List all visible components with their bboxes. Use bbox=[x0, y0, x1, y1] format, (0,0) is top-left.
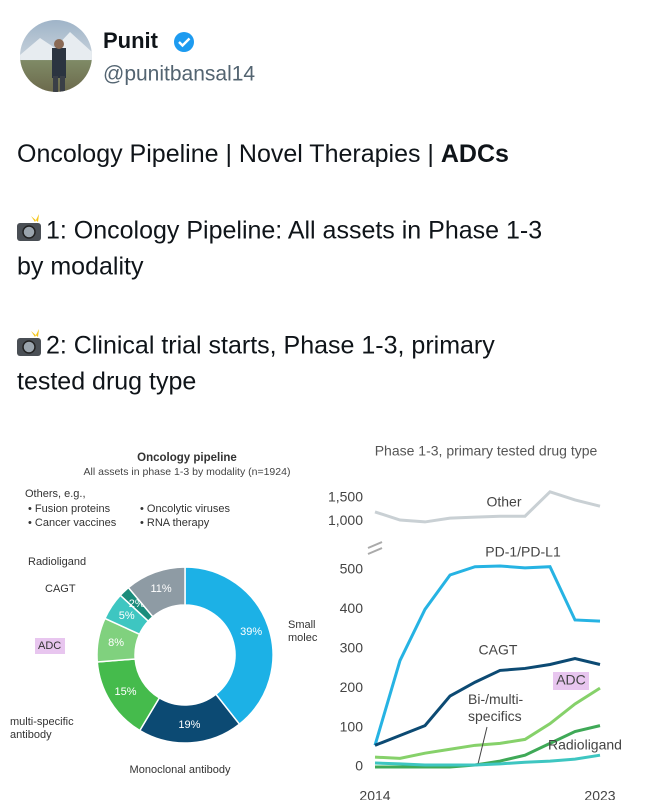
note-item: • RNA therapy bbox=[140, 517, 210, 529]
note-item: • Fusion proteins bbox=[28, 503, 111, 515]
category-label: Radioligand bbox=[28, 556, 86, 568]
camera-emoji bbox=[17, 329, 41, 356]
tweet-text-line: 1: Oncology Pipeline: All assets in Phas… bbox=[46, 217, 542, 245]
series-line bbox=[374, 657, 601, 747]
series-label: Other bbox=[486, 494, 521, 510]
chart-title: Phase 1-3, primary tested drug type bbox=[375, 443, 598, 459]
series-label: Bi-/multi-specifics bbox=[468, 691, 524, 724]
series-line bbox=[373, 564, 601, 746]
category-label: ADC bbox=[38, 640, 61, 652]
value-label: 19% bbox=[178, 719, 200, 731]
note-item: • Oncolytic viruses bbox=[140, 503, 231, 515]
value-label: 11% bbox=[150, 583, 171, 595]
series-line bbox=[374, 753, 601, 767]
y-tick-label: 500 bbox=[340, 561, 364, 577]
y-tick-label: 300 bbox=[340, 639, 364, 655]
y-tick-label: 200 bbox=[340, 679, 364, 695]
tweet-text-line: 2: Clinical trial starts, Phase 1-3, pri… bbox=[46, 332, 495, 360]
x-tick-label: 2023 bbox=[584, 788, 615, 800]
category-label: Monoclonal antibody bbox=[130, 764, 231, 776]
category-label: Small molec bbox=[288, 619, 318, 644]
camera-lens bbox=[22, 340, 36, 354]
category-label: CAGT bbox=[45, 583, 76, 595]
headline-bold: ADCs bbox=[441, 140, 509, 168]
note-item: • Cancer vaccines bbox=[28, 517, 117, 529]
camera-flash bbox=[31, 214, 39, 222]
value-label: 39% bbox=[240, 626, 262, 638]
highlight bbox=[35, 638, 65, 654]
value-label: 8% bbox=[108, 637, 124, 649]
series-label: CAGT bbox=[479, 642, 518, 658]
camera-emoji bbox=[17, 214, 41, 241]
label-pointer bbox=[477, 726, 488, 765]
headline-plain: Oncology Pipeline | Novel Therapies | bbox=[17, 140, 441, 168]
chart-title: Oncology pipeline bbox=[137, 452, 237, 464]
camera-flash bbox=[31, 329, 39, 337]
series-label: PD-1/PD-L1 bbox=[485, 544, 561, 560]
avatar[interactable] bbox=[20, 20, 92, 92]
user-handle[interactable]: @punitbansal14 bbox=[103, 63, 255, 86]
tweet-text-line: tested drug type bbox=[17, 368, 196, 396]
headline: Oncology Pipeline | Novel Therapies | AD… bbox=[17, 140, 509, 168]
pie-slice bbox=[184, 566, 274, 726]
chart-subtitle: All assets in phase 1-3 by modality (n=1… bbox=[84, 466, 291, 478]
series-line bbox=[374, 686, 601, 760]
series-label: ADC bbox=[556, 672, 586, 688]
verified-badge bbox=[174, 32, 194, 52]
value-label: 15% bbox=[115, 686, 137, 698]
category-label: multi-specific antibody bbox=[10, 716, 74, 741]
pie-slice bbox=[127, 566, 186, 618]
x-tick-label: 2014 bbox=[359, 788, 390, 800]
y-tick-label: 100 bbox=[340, 718, 364, 734]
value-label: 5% bbox=[119, 610, 135, 622]
y-tick-label: 0 bbox=[355, 758, 363, 774]
user-name[interactable]: Punit bbox=[103, 28, 159, 53]
series-line bbox=[374, 490, 601, 524]
highlight bbox=[553, 672, 589, 690]
axis-break bbox=[367, 541, 383, 555]
y-tick-label: 1,500 bbox=[328, 488, 363, 504]
series-label: Radioligand bbox=[548, 737, 622, 753]
tweet-text-line: by modality bbox=[17, 253, 144, 281]
category-label: Others, e.g., bbox=[25, 488, 86, 500]
camera-lens bbox=[22, 225, 36, 239]
y-tick-label: 400 bbox=[340, 600, 364, 616]
y-tick-label: 1,000 bbox=[328, 512, 363, 528]
